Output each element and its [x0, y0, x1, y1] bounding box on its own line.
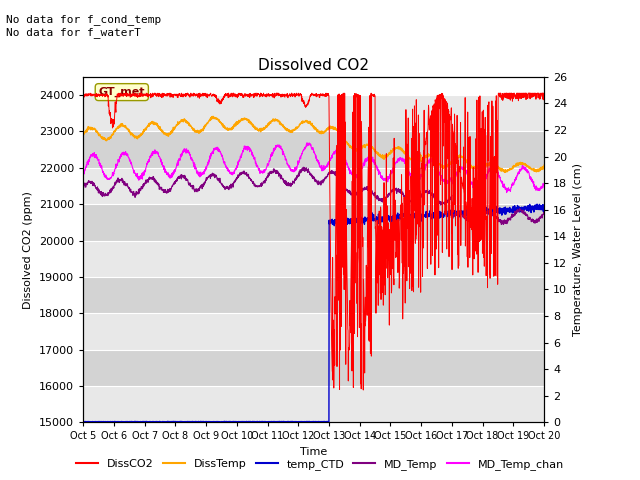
- Bar: [83, 204, 544, 240]
- Bar: [83, 386, 544, 422]
- Text: GT_met: GT_met: [99, 87, 145, 97]
- X-axis label: Time: Time: [300, 447, 327, 457]
- Bar: [83, 132, 544, 168]
- Bar: [83, 349, 544, 386]
- Bar: [83, 95, 544, 132]
- Bar: [83, 168, 544, 204]
- Text: No data for f_cond_temp
No data for f_waterT: No data for f_cond_temp No data for f_wa…: [6, 14, 162, 38]
- Y-axis label: Temperature, Water Level (cm): Temperature, Water Level (cm): [573, 163, 583, 336]
- Legend: DissCO2, DissTemp, temp_CTD, MD_Temp, MD_Temp_chan: DissCO2, DissTemp, temp_CTD, MD_Temp, MD…: [72, 455, 568, 474]
- Title: Dissolved CO2: Dissolved CO2: [258, 58, 369, 73]
- Bar: [83, 240, 544, 277]
- Bar: [83, 277, 544, 313]
- Y-axis label: Dissolved CO2 (ppm): Dissolved CO2 (ppm): [24, 191, 33, 309]
- Bar: [83, 313, 544, 349]
